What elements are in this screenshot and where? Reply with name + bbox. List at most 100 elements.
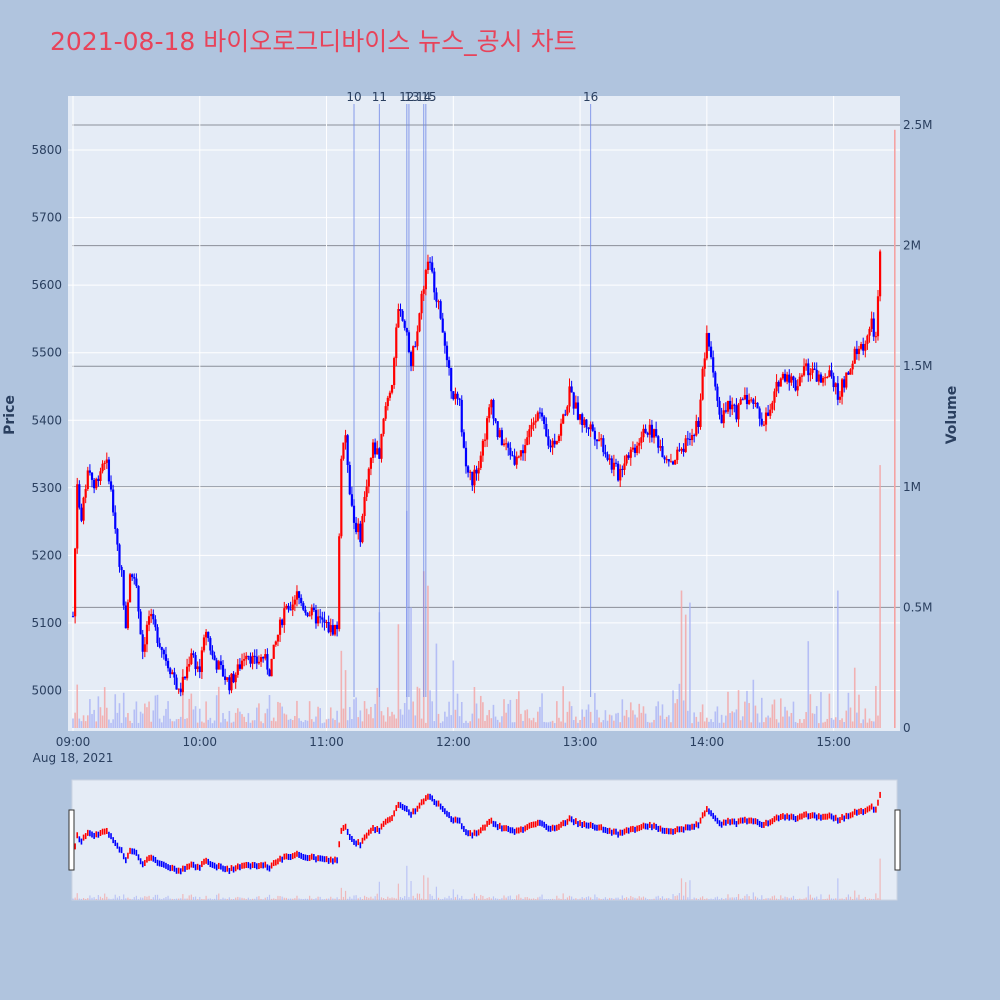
range-slider-candle — [678, 826, 681, 833]
volume-bar — [703, 721, 706, 728]
candle-body — [878, 251, 882, 297]
range-slider-volume-bar — [408, 897, 410, 900]
candle-body — [655, 429, 658, 437]
range-slider-volume-bar — [860, 899, 862, 900]
volume-bar — [720, 714, 723, 728]
candle-body — [659, 446, 662, 448]
range-slider-volume-bar — [395, 898, 397, 900]
volume-bar — [722, 722, 725, 728]
volume-bar — [84, 721, 87, 728]
candle-body — [853, 348, 856, 364]
candle-body — [505, 443, 508, 445]
range-slider-volume-bar — [778, 899, 780, 900]
range-slider-candle — [154, 857, 157, 864]
candle-body — [126, 602, 130, 629]
volume-bar — [101, 715, 104, 728]
volume-bar — [150, 721, 152, 728]
volume-bar — [503, 699, 505, 728]
candle-body — [640, 437, 643, 443]
range-slider-volume-bar — [471, 897, 473, 900]
volume-bar — [209, 717, 212, 728]
range-slider-candle — [549, 825, 552, 832]
range-slider-candle — [729, 819, 731, 826]
range-slider-volume-bar — [285, 897, 287, 900]
range-slider-candle — [258, 863, 260, 870]
volume-bar — [220, 722, 222, 728]
candle-body — [513, 455, 516, 465]
range-slider-candle — [577, 821, 579, 828]
candle-body — [291, 604, 294, 610]
candle-body — [644, 428, 647, 433]
range-slider[interactable] — [71, 779, 898, 901]
volume-tick-label: 0 — [903, 721, 911, 735]
candle-body — [162, 649, 165, 655]
range-slider-volume-bar — [623, 898, 626, 900]
range-slider-candle — [818, 813, 820, 820]
candle-body — [181, 676, 184, 693]
range-slider-volume-bar — [93, 897, 95, 900]
range-slider-candle — [551, 824, 554, 831]
range-slider-volume-bar — [230, 899, 233, 900]
main-plot-area — [68, 96, 900, 731]
range-slider-left-handle[interactable] — [68, 809, 75, 871]
candle-body — [667, 459, 670, 462]
range-slider-volume-bar — [260, 898, 262, 900]
range-slider-volume-bar — [357, 898, 359, 900]
volume-bar — [621, 699, 624, 728]
range-slider-volume-bar — [566, 897, 568, 900]
range-slider-candle — [710, 810, 712, 817]
volume-bar — [80, 721, 83, 728]
range-slider-candle — [302, 853, 305, 860]
volume-bar — [627, 717, 630, 728]
volume-bar — [560, 721, 562, 728]
volume-bar — [137, 722, 140, 728]
candle-body — [866, 335, 869, 344]
range-slider-volume-bar — [634, 897, 636, 900]
news-marker-label: 14 — [416, 90, 431, 104]
range-slider-candle — [160, 860, 163, 867]
volume-bar — [518, 691, 520, 728]
range-slider-volume-bar — [780, 895, 782, 900]
volume-bar — [141, 713, 144, 728]
candle-body — [336, 624, 339, 630]
range-slider-volume-bar — [296, 895, 298, 900]
candle-body — [798, 376, 801, 387]
range-slider-volume-bar — [805, 897, 807, 900]
candle-body — [192, 653, 195, 656]
volume-bar — [401, 714, 404, 728]
range-slider-volume-bar — [497, 898, 499, 900]
range-slider-volume-bar — [101, 898, 104, 900]
candle-body — [794, 380, 797, 391]
volume-bar — [184, 718, 186, 728]
range-slider-right-handle[interactable] — [894, 809, 901, 871]
range-slider-candle — [243, 862, 245, 869]
range-slider-candle — [596, 824, 598, 831]
range-slider-volume-bar — [220, 899, 222, 900]
range-slider-candle — [220, 863, 222, 870]
candle-body — [431, 262, 434, 272]
range-slider-candle — [657, 825, 660, 832]
candle-body — [836, 383, 839, 400]
volume-bar — [106, 707, 108, 728]
range-slider-volume-bar — [110, 899, 112, 900]
candle-body — [743, 394, 746, 400]
volume-bar — [340, 650, 343, 728]
candle-body — [486, 418, 489, 440]
volume-bar — [564, 722, 567, 728]
range-slider-candle — [853, 808, 856, 815]
range-slider-candle — [173, 865, 176, 872]
range-slider-candle — [334, 856, 336, 863]
volume-bar — [228, 710, 231, 728]
range-slider-volume-bar — [201, 898, 203, 900]
candle-body — [807, 363, 810, 376]
range-slider-candle — [203, 858, 205, 865]
range-slider-volume-bar — [448, 895, 450, 900]
range-slider-candle — [701, 812, 704, 819]
candle-body — [325, 622, 328, 624]
range-slider-candle — [471, 832, 474, 839]
volume-bar — [325, 719, 328, 728]
volume-bar — [321, 723, 324, 728]
range-slider-candle — [727, 817, 729, 824]
range-slider-volume-bar — [585, 897, 588, 900]
